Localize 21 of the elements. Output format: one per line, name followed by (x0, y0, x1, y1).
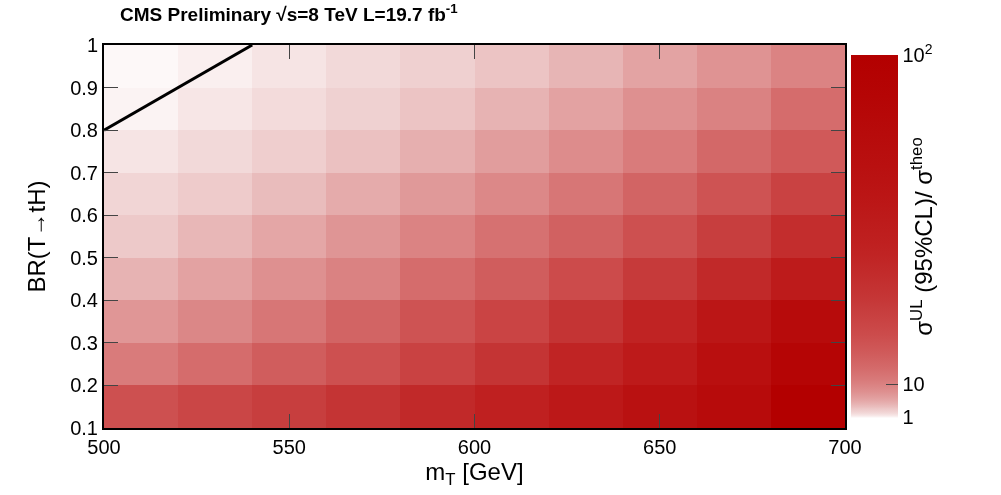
y-tick-label: 0.1 (70, 417, 98, 439)
y-tick-label: 0.4 (70, 289, 98, 312)
y-tick-label: 0.5 (70, 246, 98, 269)
x-axis-title: m$_{T}$ [GeV] (425, 458, 524, 490)
y-tick-label: 0.7 (70, 161, 98, 184)
y-tick-label: 0.3 (70, 331, 98, 354)
chart-title: CMS Preliminary √s=8 TeV L=19.7 fb$^{-1}$ (120, 0, 459, 25)
y-tick-label: 0.6 (70, 204, 98, 227)
y-tick-label: 0.2 (70, 374, 98, 397)
y-tick-label: 0.8 (70, 119, 98, 142)
y-tick-label: 1 (86, 34, 98, 56)
y-tick-label: 0.9 (70, 76, 98, 99)
x-tick-label: 650 (643, 436, 677, 458)
x-tick-label: 600 (457, 436, 492, 458)
color-bar-label: 10$^{2}$ (902, 40, 933, 66)
y-axis-title: BR(T→tH) (23, 180, 50, 293)
color-bar-label: 1 (902, 406, 914, 429)
x-tick-label: 500 (87, 436, 121, 458)
x-tick-label: 700 (828, 436, 862, 458)
x-tick-label: 550 (272, 436, 306, 458)
color-bar-label: 10 (902, 373, 925, 396)
